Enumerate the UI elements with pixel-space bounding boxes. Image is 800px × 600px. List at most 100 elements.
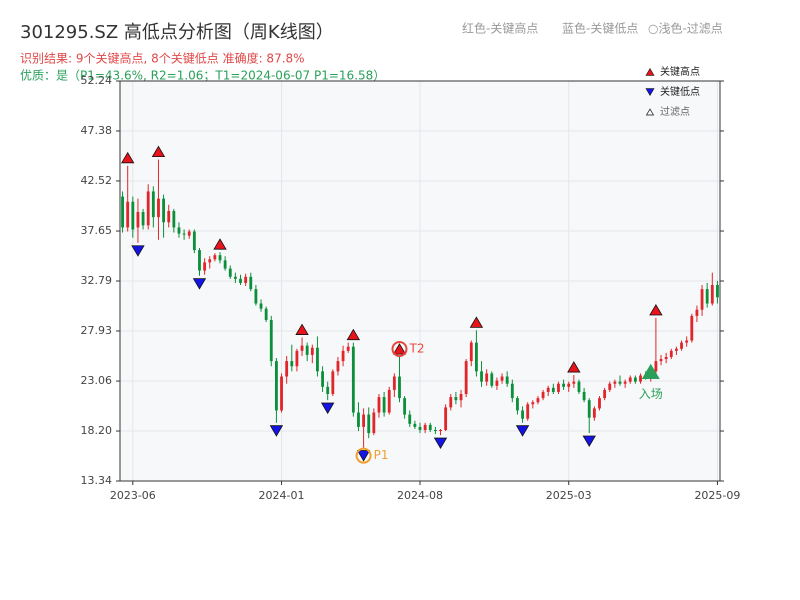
candle-body	[280, 376, 283, 411]
candle-body	[705, 289, 709, 304]
y-tick-label: 47.38	[81, 124, 113, 137]
candle-body	[592, 408, 596, 418]
candle-body	[213, 255, 217, 260]
candle-body	[516, 398, 519, 411]
y-tick-label: 37.65	[81, 224, 113, 237]
candle-body	[562, 383, 565, 387]
candle-body	[618, 381, 622, 384]
candle-body	[146, 191, 150, 226]
candle-body	[598, 398, 601, 409]
candle-body	[695, 309, 699, 316]
candle-body	[162, 198, 165, 223]
candle-body	[505, 376, 509, 384]
candle-body	[669, 350, 673, 357]
candle-body	[351, 346, 355, 413]
key-low-marker	[582, 435, 596, 447]
candle-body	[290, 361, 294, 367]
candle-body	[300, 345, 304, 351]
y-tick-label: 18.20	[81, 424, 113, 437]
candle-body	[203, 262, 207, 271]
candle-body	[613, 381, 617, 384]
candle-body	[664, 356, 668, 360]
candle-body	[218, 255, 222, 261]
candle-body	[475, 342, 478, 372]
y-tick-label: 27.93	[81, 324, 113, 337]
result-text: 识别结果: 9个关键高点, 8个关键低点 准确度: 87.8%	[20, 51, 305, 66]
candle-body	[444, 407, 448, 430]
candle-body	[582, 391, 586, 401]
candle-body	[510, 383, 514, 399]
candle-body	[295, 350, 299, 367]
candle-body	[331, 371, 335, 395]
candle-body	[341, 350, 345, 362]
candle-body	[685, 340, 689, 343]
candle-body	[526, 404, 530, 419]
candle-body	[121, 196, 124, 228]
candle-body	[690, 315, 694, 341]
candle-body	[346, 346, 350, 351]
point-label: T2	[408, 341, 424, 355]
candle-body	[628, 377, 632, 382]
key-high-marker	[151, 145, 166, 158]
candle-body	[167, 210, 171, 223]
candle-body	[680, 342, 683, 349]
key-high-marker	[120, 151, 135, 164]
key-low-marker	[433, 437, 448, 450]
candle-body	[495, 380, 499, 386]
candle-body	[305, 345, 309, 355]
candle-body	[418, 426, 422, 430]
point-label: P1	[374, 448, 389, 462]
candle-body	[285, 361, 289, 377]
legend-low-swatch	[645, 88, 655, 96]
candle-body	[254, 289, 258, 304]
candle-body	[151, 191, 155, 218]
y-tick-label: 32.79	[81, 274, 113, 287]
candle-body	[531, 402, 535, 405]
candle-body	[633, 377, 637, 382]
candle-body	[439, 429, 442, 432]
candle-body	[377, 397, 381, 413]
candle-body	[244, 276, 248, 283]
x-tick-label: 2024-01	[259, 489, 305, 502]
candle-body	[239, 278, 242, 283]
candle-body	[223, 260, 227, 269]
key-low-marker	[131, 245, 145, 257]
candle-body	[428, 424, 432, 430]
candle-body	[326, 386, 330, 395]
candle-body	[454, 397, 458, 401]
candle-body	[362, 414, 365, 427]
candle-body	[269, 319, 273, 362]
x-tick-label: 2023-06	[110, 489, 156, 502]
candle-body	[433, 429, 437, 432]
candle-body	[469, 342, 473, 362]
candle-body	[172, 210, 176, 228]
candle-body	[423, 424, 427, 430]
candle-body	[316, 347, 319, 372]
top-legend-filtered: ○浅色-过滤点	[648, 22, 723, 36]
entry-marker	[641, 363, 660, 380]
candle-body	[321, 371, 324, 387]
candle-body	[572, 381, 576, 384]
quality-text: 优质：是（P1=43.6%, R2=1.06；T1=2024-06-07 P1=…	[20, 69, 385, 83]
top-legend-high: 红色-关键高点	[462, 21, 538, 36]
candle-body	[459, 394, 463, 401]
point-ring	[391, 340, 408, 357]
candle-body	[587, 400, 591, 418]
key-high-marker	[469, 316, 484, 328]
candle-body	[485, 373, 489, 382]
top-legend-low: 蓝色-关键低点	[562, 22, 638, 36]
candle-body	[710, 285, 714, 304]
plot-frame	[119, 80, 721, 482]
x-tick-label: 2025-09	[694, 489, 740, 502]
candle-body	[608, 383, 612, 390]
y-tick-label: 13.34	[81, 474, 113, 487]
candle-body	[382, 397, 386, 413]
candle-body	[675, 348, 678, 351]
candle-body	[131, 201, 135, 230]
candle-body	[141, 212, 145, 226]
candle-body	[182, 233, 186, 235]
candle-body	[198, 250, 201, 271]
candle-body	[187, 231, 191, 236]
key-high-marker	[346, 328, 361, 341]
